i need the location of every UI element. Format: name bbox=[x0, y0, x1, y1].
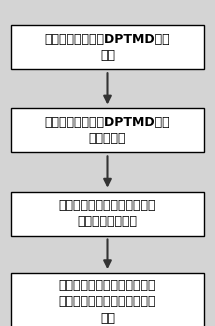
Bar bbox=[11, 108, 204, 153]
Bar bbox=[11, 25, 204, 69]
Bar bbox=[11, 273, 204, 326]
Bar bbox=[11, 192, 204, 235]
Text: 建立建筑主结构－DPTMD系统
的动力方程: 建立建筑主结构－DPTMD系统 的动力方程 bbox=[45, 116, 170, 145]
Text: 建立建筑主结构－DPTMD系统
模型: 建立建筑主结构－DPTMD系统 模型 bbox=[45, 33, 170, 62]
Text: 选择最优组合参数，参照原结
构的参数设计并联调谐质量阻
尼器: 选择最优组合参数，参照原结 构的参数设计并联调谐质量阻 尼器 bbox=[59, 278, 156, 325]
Text: 对并联调谐质量阻尼器进行振
动控制的优化设计: 对并联调谐质量阻尼器进行振 动控制的优化设计 bbox=[59, 199, 156, 228]
